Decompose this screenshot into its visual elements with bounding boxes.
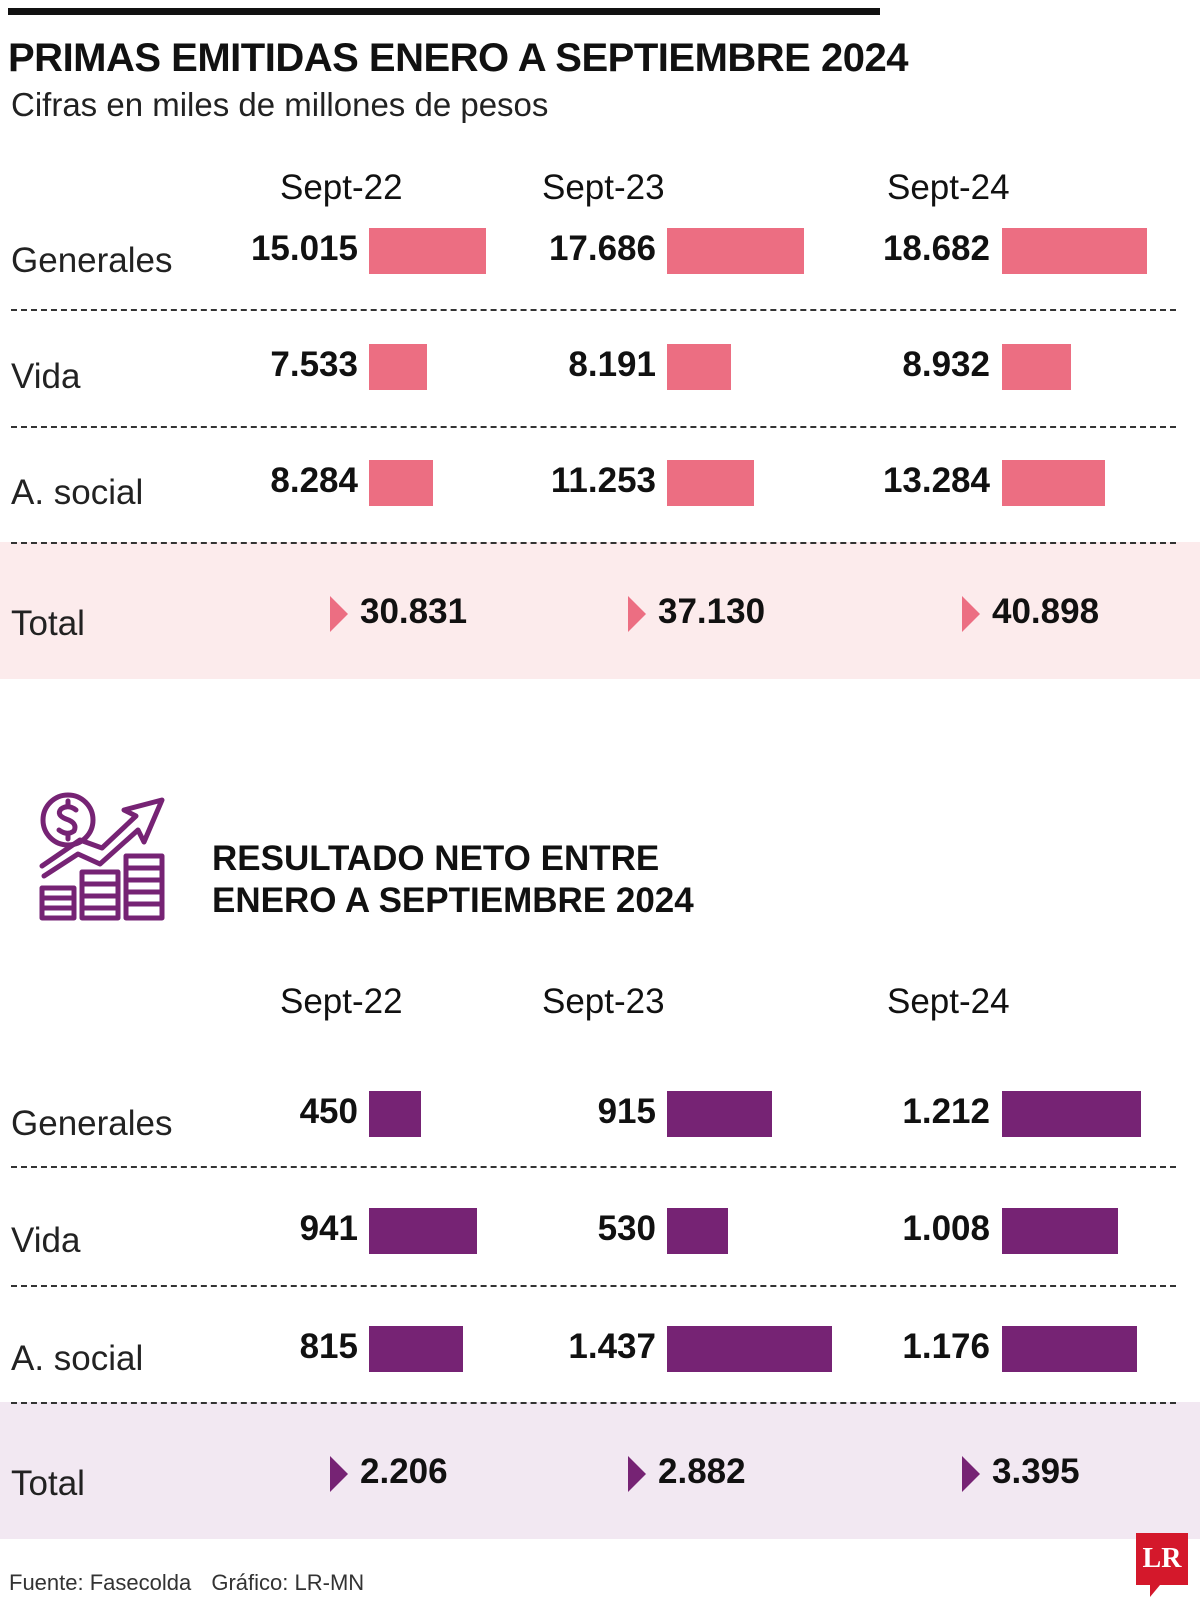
total-band xyxy=(0,542,1200,679)
data-label: 1.176 xyxy=(902,1327,990,1366)
bar xyxy=(369,228,486,274)
total-value: 2.206 xyxy=(360,1452,448,1491)
bar xyxy=(1002,228,1147,274)
bar xyxy=(1002,344,1071,390)
data-label: 17.686 xyxy=(548,229,656,268)
bar xyxy=(1002,1326,1137,1372)
data-label: 915 xyxy=(597,1092,656,1131)
total-arrow-icon xyxy=(330,1456,348,1492)
total-band xyxy=(0,1402,1200,1539)
finance-growth-icon xyxy=(39,792,165,921)
data-label: 941 xyxy=(299,1209,358,1248)
bar xyxy=(667,1208,728,1254)
total-value: 3.395 xyxy=(992,1452,1080,1491)
row-divider xyxy=(11,426,1176,428)
data-label: 8.932 xyxy=(902,345,990,384)
total-label: Total xyxy=(11,1464,85,1503)
data-label: 8.191 xyxy=(568,345,656,384)
row-divider xyxy=(11,1285,1176,1287)
column-header-sept-22: Sept-22 xyxy=(280,982,403,1021)
lr-logo-tail xyxy=(1150,1585,1160,1597)
row-label-1: Vida xyxy=(11,1221,81,1260)
bar xyxy=(369,344,427,390)
row-divider xyxy=(11,1166,1176,1168)
footer-graphic: Gráfico: LR-MN xyxy=(211,1570,365,1595)
footer: Fuente: Fasecolda Gráfico: LR-MN xyxy=(9,1570,378,1596)
row-divider xyxy=(11,309,1176,311)
total-label: Total xyxy=(11,604,85,643)
row-label-0: Generales xyxy=(11,1104,173,1143)
lr-logo: LR xyxy=(1136,1533,1188,1585)
total-value: 37.130 xyxy=(658,592,766,631)
data-label: 1.437 xyxy=(568,1327,656,1366)
chart2-title-line-2: ENERO A SEPTIEMBRE 2024 xyxy=(212,881,694,920)
row-label-0: Generales xyxy=(11,241,173,280)
data-label: 450 xyxy=(299,1092,358,1131)
bar xyxy=(369,460,433,506)
data-label: 13.284 xyxy=(882,461,990,500)
data-label: 1.008 xyxy=(902,1209,990,1248)
bar xyxy=(1002,1208,1118,1254)
column-header-sept-23: Sept-23 xyxy=(542,982,665,1021)
bar xyxy=(667,460,754,506)
bar xyxy=(667,344,731,390)
footer-source: Fuente: Fasecolda xyxy=(9,1570,192,1595)
chart2-title: RESULTADO NETO ENTRE ENERO A SEPTIEMBRE … xyxy=(212,838,694,922)
data-label: 11.253 xyxy=(550,461,656,500)
total-arrow-icon xyxy=(628,596,646,632)
column-header-sept-23: Sept-23 xyxy=(542,168,665,207)
column-header-sept-22: Sept-22 xyxy=(280,168,403,207)
column-header-sept-24: Sept-24 xyxy=(887,168,1010,207)
row-label-2: A. social xyxy=(11,473,144,512)
chart2-title-line-1: RESULTADO NETO ENTRE xyxy=(212,839,660,878)
bar xyxy=(667,228,804,274)
chart1-title: PRIMAS EMITIDAS ENERO A SEPTIEMBRE 2024 xyxy=(8,36,908,80)
total-arrow-icon xyxy=(330,596,348,632)
total-value: 30.831 xyxy=(360,592,468,631)
data-label: 7.533 xyxy=(270,345,358,384)
bar xyxy=(1002,460,1105,506)
row-divider xyxy=(11,542,1176,544)
bar xyxy=(667,1091,772,1137)
total-arrow-icon xyxy=(962,1456,980,1492)
data-label: 18.682 xyxy=(882,229,990,268)
row-label-1: Vida xyxy=(11,357,81,396)
row-label-2: A. social xyxy=(11,1339,144,1378)
data-label: 1.212 xyxy=(902,1092,990,1131)
column-header-sept-24: Sept-24 xyxy=(887,982,1010,1021)
data-label: 530 xyxy=(597,1209,656,1248)
total-value: 40.898 xyxy=(992,592,1100,631)
row-divider xyxy=(11,1402,1176,1404)
top-rule xyxy=(8,8,880,15)
total-arrow-icon xyxy=(628,1456,646,1492)
total-arrow-icon xyxy=(962,596,980,632)
bar xyxy=(369,1208,477,1254)
bar xyxy=(1002,1091,1141,1137)
bar xyxy=(369,1091,421,1137)
data-label: 15.015 xyxy=(250,229,358,268)
bar xyxy=(667,1326,832,1372)
bar xyxy=(369,1326,463,1372)
chart1-subtitle: Cifras en miles de millones de pesos xyxy=(11,86,549,123)
data-label: 815 xyxy=(299,1327,358,1366)
total-value: 2.882 xyxy=(658,1452,746,1491)
data-label: 8.284 xyxy=(270,461,358,500)
